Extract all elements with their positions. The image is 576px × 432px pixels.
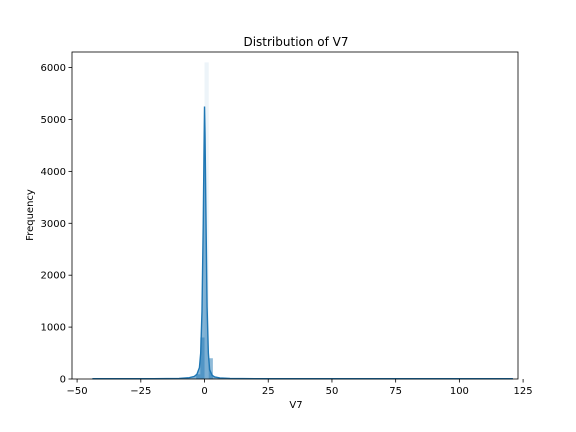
x-tick-label: 50 <box>326 386 339 397</box>
y-tick-label: 0 <box>60 375 66 386</box>
x-tick-label: −25 <box>130 386 151 397</box>
x-tick-label: 125 <box>514 386 533 397</box>
y-tick-label: 6000 <box>41 63 66 74</box>
x-tick-label: 25 <box>262 386 275 397</box>
y-axis-label: Frequency <box>25 189 36 241</box>
x-tick-label: 100 <box>450 386 469 397</box>
x-tick-label: −50 <box>67 386 88 397</box>
plot-frame <box>71 51 519 380</box>
y-tick-label: 5000 <box>41 115 66 126</box>
x-tick-label: 0 <box>201 386 207 397</box>
histogram-bar <box>208 358 213 379</box>
chart-title: Distribution of V7 <box>243 35 348 49</box>
series-line <box>92 106 513 380</box>
y-tick-label: 3000 <box>41 219 66 230</box>
y-tick-label: 4000 <box>41 167 66 178</box>
x-axis: −50 −25 0 25 50 75 100 125 <box>67 379 533 397</box>
x-axis-label: V7 <box>289 400 302 411</box>
y-tick-label: 1000 <box>41 323 66 334</box>
x-tick-label: 75 <box>389 386 402 397</box>
y-axis: 0 1000 2000 3000 4000 5000 6000 <box>41 63 72 386</box>
series-fill <box>92 106 513 379</box>
y-tick-label: 2000 <box>41 271 66 282</box>
